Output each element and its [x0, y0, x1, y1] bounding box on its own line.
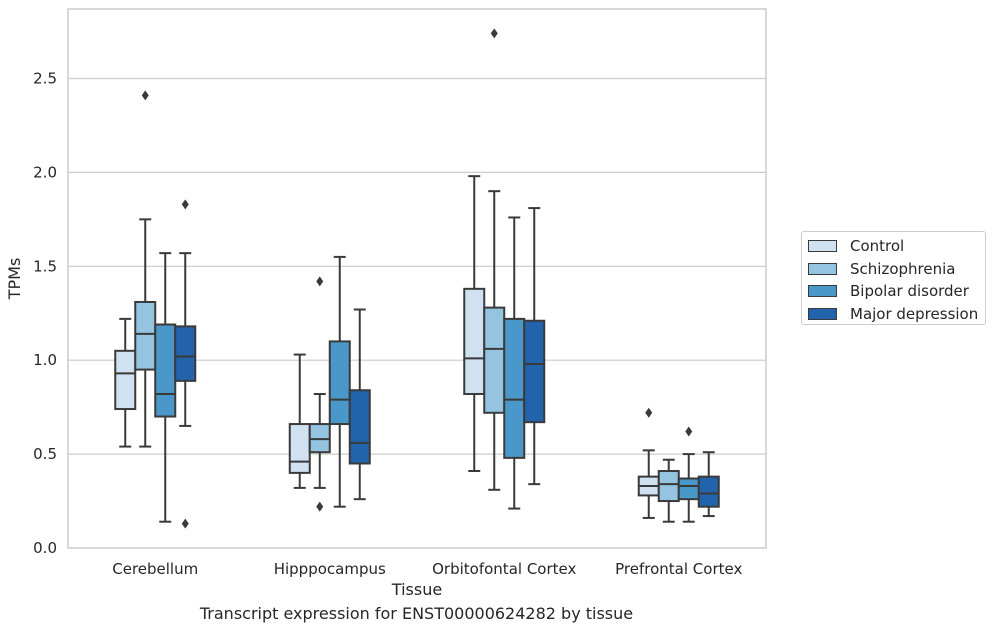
box-3-1: [657, 458, 680, 523]
box-0-2: [154, 252, 177, 523]
legend-label: Bipolar disorder: [850, 282, 969, 300]
outlier-point: [181, 199, 189, 210]
outlier-point: [141, 90, 149, 101]
x-tick-label: Hipppocampus: [274, 560, 386, 578]
box-1-1: [308, 276, 331, 512]
legend-label: Major depression: [850, 304, 979, 323]
y-tick-label: 1.5: [33, 257, 57, 275]
box-1-0: [288, 353, 311, 489]
legend: Control Schizophrenia Bipolar disorder Majo…: [801, 231, 986, 325]
box-iqr: [483, 306, 506, 414]
box-iqr: [503, 317, 526, 459]
y-tick-label: 0.5: [33, 445, 57, 463]
box-iqr: [134, 300, 157, 371]
box-iqr: [463, 287, 486, 395]
box-0-0: [114, 317, 137, 448]
outlier-point: [490, 28, 498, 39]
outlier-point: [316, 276, 324, 287]
x-tick-label: Prefrontal Cortex: [615, 560, 742, 578]
box-0-3: [174, 199, 197, 529]
outlier-point: [181, 518, 189, 529]
box-iqr: [328, 340, 351, 426]
box-iqr: [348, 389, 371, 465]
outlier-point: [316, 501, 324, 512]
box-iqr: [154, 323, 177, 418]
legend-item: Major depression: [808, 304, 978, 324]
x-tick-label: Cerebellum: [112, 560, 198, 578]
box-3-3: [697, 451, 720, 518]
box-2-1: [483, 28, 506, 491]
outlier-point: [645, 407, 653, 418]
outlier-point: [685, 426, 693, 437]
legend-label: Schizophrenia: [850, 259, 956, 278]
box-3-2: [677, 426, 700, 523]
box-1-2: [328, 255, 351, 508]
legend-item: Bipolar disorder: [808, 281, 969, 301]
box-3-0: [637, 407, 660, 519]
box-2-3: [523, 207, 546, 486]
box-2-2: [503, 216, 526, 510]
y-tick-label: 1.0: [33, 351, 57, 369]
plot-frame: [67, 8, 767, 549]
chart-caption: Transcript expression for ENST0000062428…: [199, 604, 634, 623]
box-iqr: [677, 477, 700, 501]
box-iqr: [114, 349, 137, 411]
legend-item: Control: [808, 236, 904, 256]
y-tick-label: 0.0: [33, 539, 57, 557]
box-1-3: [348, 308, 371, 501]
box-2-0: [463, 175, 486, 472]
legend-swatch: [808, 240, 837, 252]
legend-swatch: [808, 285, 837, 297]
x-tick-label: Orbitofontal Cortex: [432, 560, 576, 578]
legend-label: Control: [850, 237, 905, 255]
box-iqr: [523, 319, 546, 424]
y-axis-label: TPMs: [5, 258, 24, 301]
box-0-1: [134, 90, 157, 448]
legend-swatch: [808, 307, 837, 320]
box-iqr: [288, 423, 311, 474]
legend-item: Schizophrenia: [808, 259, 955, 279]
box-iqr: [174, 325, 197, 382]
legend-swatch: [808, 262, 837, 275]
x-axis-label: Tissue: [391, 580, 442, 599]
box-iqr: [657, 470, 680, 503]
y-tick-label: 2.0: [33, 163, 57, 181]
y-tick-label: 2.5: [33, 69, 57, 87]
box-iqr: [697, 475, 720, 508]
